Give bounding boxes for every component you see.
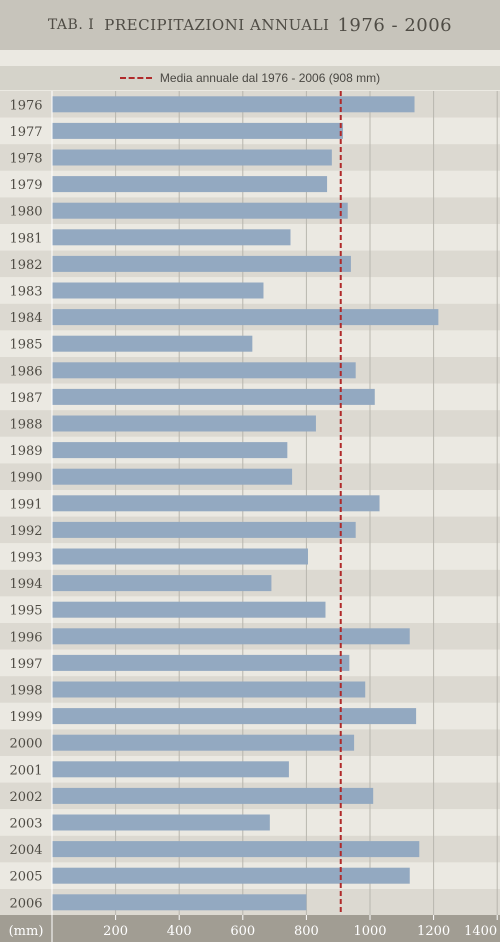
year-label: 1977 — [9, 125, 42, 140]
year-label: 2002 — [9, 790, 42, 805]
year-label: 1980 — [9, 205, 42, 220]
bar — [52, 229, 291, 246]
bar — [52, 415, 316, 432]
bar — [52, 96, 415, 113]
bar — [52, 388, 375, 405]
year-label: 2004 — [9, 843, 42, 858]
x-tick-label: 400 — [167, 924, 192, 939]
bar — [52, 282, 264, 299]
bar — [52, 335, 253, 352]
year-label: 1988 — [9, 418, 42, 433]
bar — [52, 601, 326, 618]
bar — [52, 122, 343, 139]
x-tick-label: 200 — [103, 924, 128, 939]
header-gap — [0, 50, 500, 66]
table-number: TAB. I — [47, 17, 95, 33]
year-label: 1999 — [9, 710, 42, 725]
bar — [52, 468, 293, 485]
year-label: 1984 — [9, 311, 42, 326]
year-label: 1979 — [9, 178, 42, 193]
bar — [52, 255, 351, 272]
chart-year-range: 1976 - 2006 — [337, 14, 453, 36]
bar — [52, 442, 288, 459]
year-label: 1989 — [9, 444, 42, 459]
year-label: 1996 — [9, 630, 42, 645]
x-tick-label: 600 — [230, 924, 255, 939]
chart-header: TAB. I PRECIPITAZIONI ANNUALI 1976 - 200… — [0, 0, 500, 50]
chart-title: PRECIPITAZIONI ANNUALI — [104, 16, 330, 34]
year-label: 1982 — [9, 258, 42, 273]
x-axis-unit-label: (mm) — [9, 924, 44, 939]
bar — [52, 654, 350, 671]
bar — [52, 202, 348, 219]
x-tick-label: 1400 — [464, 924, 497, 939]
year-label: 2005 — [9, 870, 42, 885]
bar — [52, 149, 332, 166]
year-label: 1986 — [9, 364, 42, 379]
x-axis-band — [0, 915, 500, 942]
bar — [52, 362, 356, 379]
x-tick-label: 1200 — [417, 924, 450, 939]
bar — [52, 787, 374, 804]
bar — [52, 176, 328, 193]
year-label: 1983 — [9, 285, 42, 300]
legend-dashed-line-swatch — [119, 77, 152, 79]
bar — [52, 681, 366, 698]
year-label: 1987 — [9, 391, 42, 406]
bar — [52, 495, 380, 512]
year-label: 1998 — [9, 684, 42, 699]
bar — [52, 814, 270, 831]
year-label: 1994 — [9, 577, 42, 592]
year-label: 1993 — [9, 551, 42, 566]
year-label: 1990 — [9, 471, 42, 486]
bar — [52, 734, 355, 751]
year-label: 1991 — [9, 497, 42, 512]
year-label: 1995 — [9, 604, 42, 619]
year-label: 1976 — [9, 98, 42, 113]
bar — [52, 309, 439, 326]
bar — [52, 575, 272, 592]
legend: Media annuale dal 1976 - 2006 (908 mm) — [0, 66, 500, 90]
x-tick-label: 1000 — [353, 924, 386, 939]
bar — [52, 548, 308, 565]
year-label: 1992 — [9, 524, 42, 539]
year-label: 2001 — [9, 763, 42, 778]
bar — [52, 894, 307, 911]
year-label: 1978 — [9, 152, 42, 167]
year-label: 1997 — [9, 657, 42, 672]
year-label: 2006 — [9, 896, 42, 911]
year-label: 2003 — [9, 817, 42, 832]
bar — [52, 841, 420, 858]
year-label: 1981 — [9, 231, 42, 246]
year-label: 1985 — [9, 338, 42, 353]
legend-label: Media annuale dal 1976 - 2006 (908 mm) — [159, 71, 381, 85]
bar — [52, 708, 417, 725]
bar — [52, 521, 356, 538]
year-label: 2000 — [9, 737, 42, 752]
bar — [52, 867, 410, 884]
bar — [52, 761, 289, 778]
bar — [52, 628, 410, 645]
x-tick-label: 800 — [294, 924, 319, 939]
